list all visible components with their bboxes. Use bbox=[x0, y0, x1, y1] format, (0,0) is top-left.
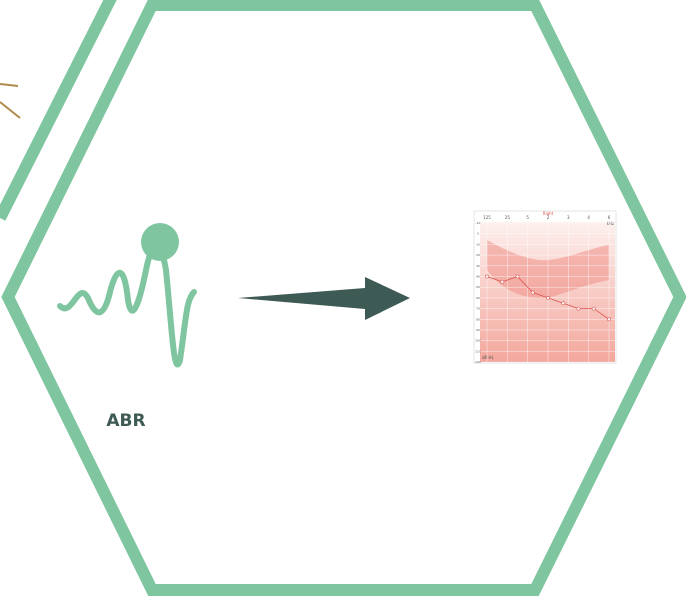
y-label: 80 bbox=[476, 317, 480, 321]
x-label: 2 bbox=[547, 215, 550, 220]
illustration: ABR RightkHzdB HL1252552346-100102030405… bbox=[0, 0, 686, 597]
x-label: 4 bbox=[587, 215, 590, 220]
x-unit: kHz bbox=[607, 221, 614, 226]
y-unit: dB HL bbox=[482, 355, 495, 360]
y-label: 70 bbox=[476, 307, 480, 311]
threshold-point bbox=[531, 291, 534, 294]
y-label: 10 bbox=[476, 242, 480, 246]
threshold-point bbox=[607, 318, 610, 321]
threshold-point bbox=[562, 302, 565, 305]
x-label: 6 bbox=[608, 215, 611, 220]
y-label: 0 bbox=[477, 232, 479, 236]
threshold-point bbox=[577, 307, 580, 310]
abr-label: ABR bbox=[106, 411, 145, 431]
threshold-point bbox=[516, 275, 519, 278]
y-label: 20 bbox=[476, 253, 480, 257]
threshold-point bbox=[592, 307, 595, 310]
y-label: 50 bbox=[476, 285, 480, 289]
y-label: 60 bbox=[476, 296, 480, 300]
y-label: 30 bbox=[476, 264, 480, 268]
y-label: -10 bbox=[476, 221, 481, 225]
y-label: 90 bbox=[476, 328, 480, 332]
threshold-point bbox=[501, 280, 504, 283]
electrodes bbox=[0, 84, 20, 118]
abr-wave bbox=[60, 246, 194, 365]
x-label: 5 bbox=[526, 215, 529, 220]
x-label: 125 bbox=[483, 215, 491, 220]
x-label: 25 bbox=[505, 215, 511, 220]
y-label: 40 bbox=[476, 275, 480, 279]
arrow bbox=[238, 277, 410, 320]
threshold-point bbox=[546, 296, 549, 299]
threshold-point bbox=[485, 275, 488, 278]
